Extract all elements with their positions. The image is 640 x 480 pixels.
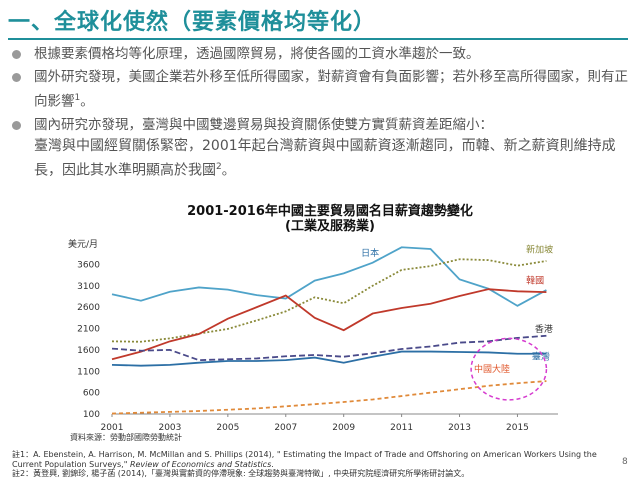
series-line-1 <box>111 258 547 343</box>
bullet-list: 根據要素價格均等化原理，透過國際貿易，將使各國的工資水準趨於一致。 國外研究發現… <box>12 44 632 183</box>
y-tick-label: 2600 <box>77 303 100 313</box>
bullet-item-2: 國外研究發現，美國企業若外移至低所得國家，對薪資會有負面影響；若外移至高所得國家… <box>12 67 632 113</box>
y-tick-label: 100 <box>83 410 100 420</box>
footnote-1-journal: Review of Economics and Statistics <box>129 459 272 469</box>
footnote-1-text: 註1：A. Ebenstein, A. Harrison, M. McMilla… <box>12 450 597 469</box>
chart-subtitle: (工業及服務業) <box>285 219 375 234</box>
series-label: 香港 <box>535 323 553 335</box>
chart-title: 2001-2016年中國主要貿易國名目薪資趨勢變化 <box>187 204 473 219</box>
footnote-ref-1: 1 <box>74 93 81 103</box>
bullet-item-3: 國內研究亦發現，臺灣與中國雙邊貿易與投資關係使雙方實質薪資差距縮小： 臺灣與中國… <box>12 115 632 182</box>
slide-title: 一、全球化使然（要素價格均等化） <box>8 10 377 35</box>
footnote-ref-2: 2 <box>216 161 222 172</box>
x-tick-label: 2007 <box>274 423 297 433</box>
bullet-item-1: 根據要素價格均等化原理，透過國際貿易，將使各國的工資水準趨於一致。 <box>12 44 632 65</box>
x-tick-label: 2009 <box>332 423 355 433</box>
x-tick-label: 2005 <box>216 423 239 433</box>
y-tick-label: 3600 <box>77 260 100 270</box>
bullet-tail-3: 。 <box>221 162 236 178</box>
series-label: 韓國 <box>526 276 544 287</box>
footnote-2-text: 註2：黃登興, 劉錦珍, 楊子菡 (2014),「臺灣與實薪資的停滯現象: 全球… <box>12 469 470 478</box>
y-tick-label: 3100 <box>77 282 100 292</box>
footnote-1-end: . <box>271 459 274 469</box>
footnote-1: 註1：A. Ebenstein, A. Harrison, M. McMilla… <box>12 450 618 469</box>
series-label: 日本 <box>361 247 379 259</box>
footnotes: 註1：A. Ebenstein, A. Harrison, M. McMilla… <box>12 450 618 479</box>
bullet-dot-icon <box>12 73 21 82</box>
series-line-3 <box>111 334 547 362</box>
x-tick-label: 2011 <box>390 423 413 433</box>
y-tick-label: 2100 <box>77 325 100 335</box>
bullet-dot-icon <box>12 50 21 59</box>
bullet-tail-2: 。 <box>80 93 94 110</box>
bullet-dot-icon <box>12 120 21 130</box>
x-tick-label: 2015 <box>506 423 529 433</box>
y-tick-label: 600 <box>83 389 100 399</box>
series-line-4 <box>111 350 547 367</box>
series-label: 中國大陸 <box>474 363 510 375</box>
series-line-2 <box>111 288 547 361</box>
series-label: 臺灣 <box>532 350 550 362</box>
y-axis-label: 美元/月 <box>68 238 98 250</box>
x-tick-label: 2003 <box>158 423 181 433</box>
bullet-text-3-line2: 臺灣與中國經貿關係緊密，2001年起台灣薪資與中國薪資逐漸趨同，而韓、新之薪資則… <box>34 137 616 179</box>
bullet-text-2: 國外研究發現，美國企業若外移至低所得國家，對薪資會有負面影響；若外移至高所得國家… <box>34 69 628 110</box>
series-line-0 <box>111 246 547 307</box>
chart-title-block: 2001-2016年中國主要貿易國名目薪資趨勢變化 (工業及服務業) <box>110 204 550 234</box>
title-underline <box>8 38 628 40</box>
x-tick-label: 2001 <box>101 423 124 433</box>
y-tick-label: 1600 <box>77 346 100 356</box>
x-tick-label: 2013 <box>448 423 471 433</box>
footnote-2: 註2：黃登興, 劉錦珍, 楊子菡 (2014),「臺灣與實薪資的停滯現象: 全球… <box>12 469 618 479</box>
series-label: 新加坡 <box>526 243 553 255</box>
page-number: 8 <box>622 457 628 467</box>
chart-source: 資料來源：勞動部國際勞動統計 <box>70 433 182 442</box>
bullet-text-3: 國內研究亦發現，臺灣與中國雙邊貿易與投資關係使雙方實質薪資差距縮小： <box>34 116 493 133</box>
bullet-text-1: 根據要素價格均等化原理，透過國際貿易，將使各國的工資水準趨於一致。 <box>34 46 480 62</box>
series-line-5 <box>111 380 547 415</box>
y-tick-label: 1100 <box>77 367 100 377</box>
highlight-ellipse <box>470 337 548 401</box>
